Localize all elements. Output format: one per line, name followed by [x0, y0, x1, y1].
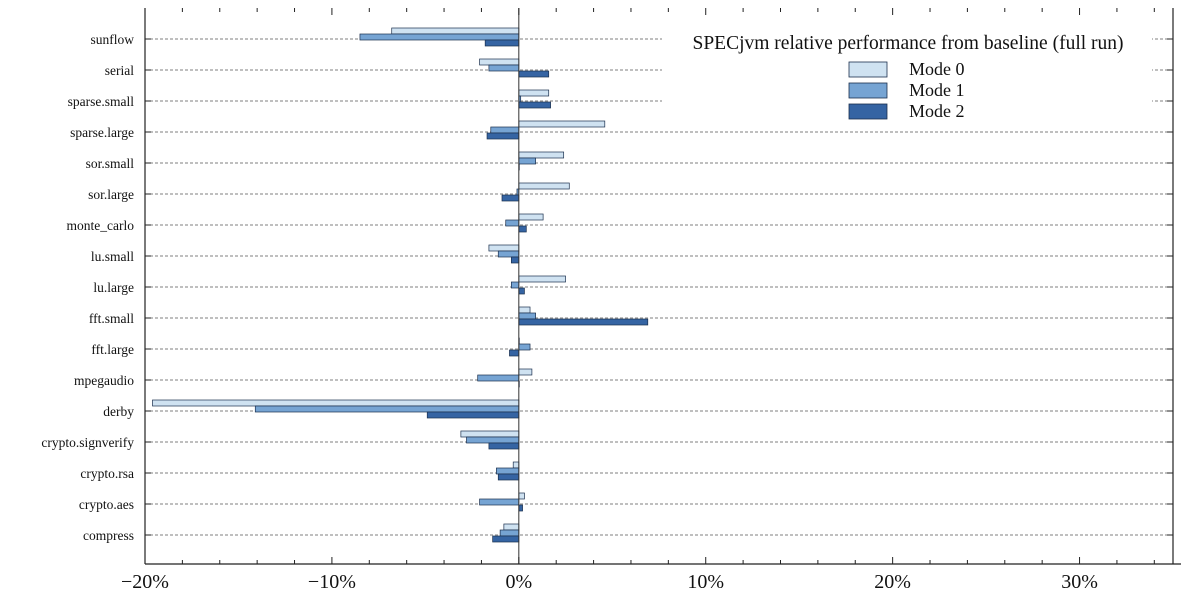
bar — [510, 256, 520, 264]
category-label: crypto.signverify — [41, 435, 134, 450]
category-label: sor.small — [86, 156, 135, 171]
legend: SPECjvm relative performance from baseli… — [662, 26, 1152, 126]
bar — [488, 442, 520, 450]
bar — [510, 281, 520, 289]
chart-title: SPECjvm relative performance from baseli… — [692, 33, 1123, 54]
bar — [152, 399, 520, 407]
category-label: sparse.large — [70, 125, 134, 140]
category-label: monte_carlo — [67, 218, 135, 233]
bar — [490, 126, 520, 134]
category-labels: sunflow serial sparse.small sparse.large sor… — [41, 32, 134, 543]
category-label: sparse.small — [68, 94, 135, 109]
bar — [518, 225, 527, 233]
legend-label: Mode 0 — [909, 59, 965, 79]
bar — [518, 343, 531, 351]
category-label: sunflow — [91, 32, 135, 47]
legend-background — [662, 26, 1152, 126]
category-label: crypto.aes — [79, 497, 134, 512]
category-label: crypto.rsa — [80, 466, 134, 481]
bar — [479, 58, 520, 66]
x-tick-label: 20% — [874, 571, 911, 590]
category-label: lu.small — [91, 249, 134, 264]
bar — [509, 349, 520, 357]
category-label: sor.large — [88, 187, 134, 202]
bar — [518, 157, 536, 165]
bar — [518, 101, 551, 109]
bar — [512, 461, 520, 469]
bar — [466, 436, 520, 444]
legend-swatch — [848, 103, 888, 120]
bar — [488, 64, 520, 72]
bar — [518, 182, 570, 190]
bar — [518, 89, 550, 97]
legend-label: Mode 2 — [909, 101, 965, 121]
bar — [477, 374, 520, 382]
bar — [518, 287, 525, 295]
bar — [518, 70, 550, 78]
x-tick-label: −20% — [121, 571, 169, 590]
category-label: derby — [103, 404, 134, 419]
x-tick-label: 0% — [505, 571, 532, 590]
bar — [484, 39, 520, 47]
legend-swatch — [848, 82, 888, 99]
category-label: compress — [83, 528, 134, 543]
bar — [391, 27, 520, 35]
bar — [518, 504, 523, 512]
x-tick-label: −10% — [308, 571, 356, 590]
bars — [152, 27, 649, 543]
bar — [505, 219, 520, 227]
x-tick-label: 10% — [687, 571, 724, 590]
x-axis-ticks: −20% −10% 0% 10% 20% 30% — [121, 571, 1098, 590]
bar — [518, 213, 544, 221]
x-tick-label: 30% — [1061, 571, 1098, 590]
bar — [254, 405, 520, 413]
legend-swatch — [848, 61, 888, 78]
bar — [518, 368, 533, 376]
bar — [486, 132, 520, 140]
bar — [499, 529, 520, 537]
category-label: fft.large — [91, 342, 134, 357]
bar — [501, 194, 520, 202]
bar — [496, 467, 520, 475]
bar — [488, 244, 520, 252]
bar — [518, 306, 531, 314]
category-label: mpegaudio — [74, 373, 134, 388]
bar — [460, 430, 520, 438]
bar — [492, 535, 520, 543]
category-label: fft.small — [89, 311, 134, 326]
axes — [144, 8, 1181, 565]
bar — [503, 523, 520, 531]
bar — [518, 492, 525, 500]
bar — [359, 33, 520, 41]
category-label: serial — [105, 63, 134, 78]
bar — [518, 275, 566, 283]
bar — [497, 250, 520, 258]
category-label: lu.large — [93, 280, 134, 295]
legend-label: Mode 1 — [909, 80, 965, 100]
bar — [497, 473, 520, 481]
bar — [518, 318, 649, 326]
bar — [518, 312, 536, 320]
bar — [479, 498, 520, 506]
bar — [518, 120, 606, 128]
bar — [426, 411, 520, 419]
bar — [518, 151, 565, 159]
